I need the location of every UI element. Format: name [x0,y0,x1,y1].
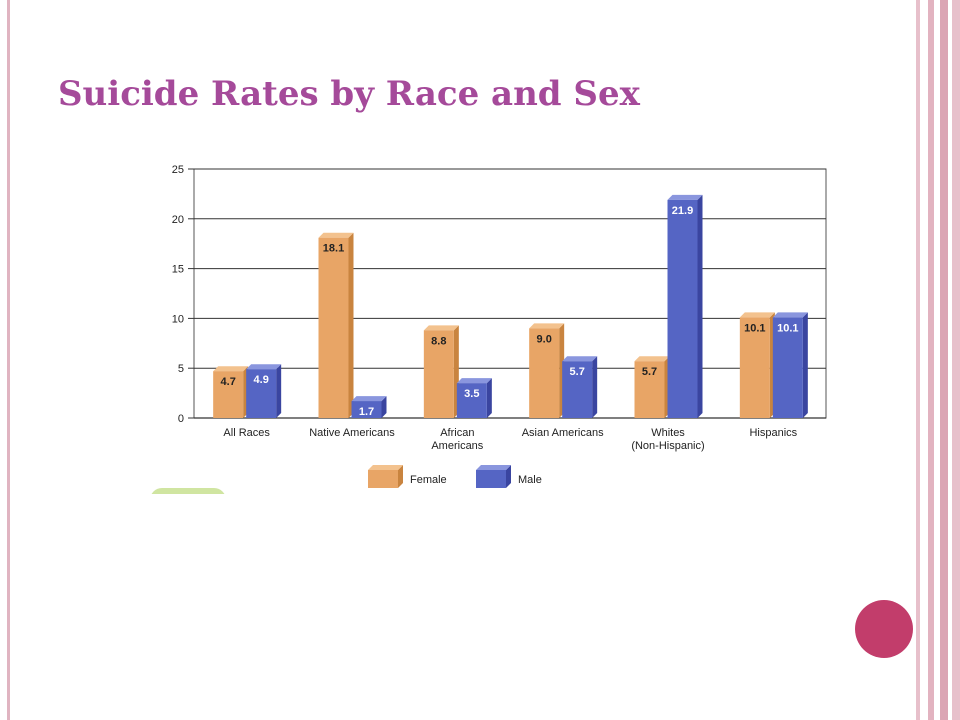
bar-male-top [772,312,808,318]
legend-swatch-side [398,465,403,488]
bar-male-side [697,194,703,418]
bar-female [423,330,454,418]
legend-label: Female [410,474,447,486]
bar-male-side [276,364,282,418]
legend-swatch-side [506,465,511,488]
bar-chart: 0 5 10 15 20 25 4.7 4.9 All Races 18.1 1.7 Native A… [150,155,840,500]
y-tick-label: 0 [178,413,184,425]
bar-male-top [667,194,703,200]
y-tick-label: 5 [178,363,184,375]
data-label: 18.1 [323,243,344,255]
bar-male-side [381,396,387,418]
bar-male [562,361,593,418]
data-label: 9.0 [537,333,552,345]
data-label: 5.7 [642,366,657,378]
data-label: 4.7 [221,376,236,388]
slide-nav-circle-button[interactable] [855,600,913,658]
data-label: 10.1 [744,322,765,334]
x-category-label: Native Americans [309,427,395,439]
x-category-label: All Races [223,427,270,439]
right-stripes-decoration [916,0,960,720]
chart-svg: 0 5 10 15 20 25 4.7 4.9 All Races 18.1 1.7 Native A… [172,164,827,488]
data-label: 3.5 [464,388,479,400]
bar-male-side [592,356,598,418]
bar-male [456,383,487,418]
bar-female-top [213,366,249,372]
bar-male-top [562,356,598,362]
bar-male [246,369,277,418]
bar-male-top [351,396,387,402]
legend-swatch [476,470,506,488]
data-label: 21.9 [672,205,693,217]
legend-swatch [368,470,398,488]
bar-female-top [423,325,459,331]
left-border [7,0,10,720]
slide-title: Suicide Rates by Race and Sex [58,74,640,114]
legend-label: Male [518,474,542,486]
bar-male-side [802,312,808,418]
bar-male-side [486,378,492,418]
data-label: 1.7 [359,406,374,418]
y-tick-label: 10 [172,313,184,325]
legend-swatch-top [476,465,511,470]
bar-female-side [348,232,354,418]
data-label: 8.8 [431,335,446,347]
bar-male-top [456,378,492,384]
decorative-mask [140,494,250,504]
data-label: 10.1 [777,322,798,334]
x-category-label: African Americans [431,427,483,452]
bar-female-top [318,232,354,238]
bar-female-top [739,312,775,318]
bar-female [318,237,349,418]
bar-female-top [529,323,565,329]
data-label: 4.9 [254,374,269,386]
x-category-label: Asian Americans [522,427,604,439]
bar-female [213,371,244,418]
bar-male [351,401,382,418]
bar-female-top [634,356,670,362]
y-tick-label: 15 [172,264,184,276]
y-tick-label: 20 [172,214,184,226]
data-label: 5.7 [570,366,585,378]
bar-male [772,317,803,418]
y-tick-label: 25 [172,164,184,176]
bar-female [529,328,560,418]
x-category-label: Whites (Non-Hispanic) [631,427,704,452]
bar-female [634,361,665,418]
plot-frame [193,168,827,419]
bar-male [667,199,698,418]
bar-female [739,317,770,418]
legend-swatch-top [368,465,403,470]
bar-male-top [246,364,282,370]
x-category-label: Hispanics [749,427,797,439]
